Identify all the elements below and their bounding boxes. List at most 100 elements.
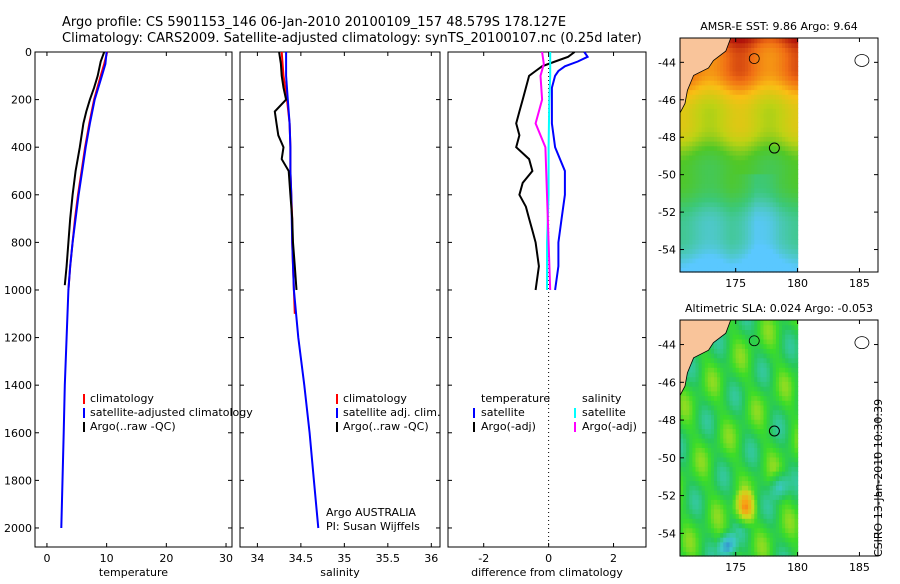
map-0-cell — [704, 126, 709, 133]
map-1-cell — [689, 438, 693, 444]
map-1-cell — [701, 480, 706, 486]
map-0-cell — [707, 206, 712, 212]
map-0-cell — [692, 173, 697, 179]
map-0-cell — [707, 112, 712, 119]
map-0-cell — [772, 42, 777, 48]
map-1-cell — [782, 343, 786, 349]
map-0-cell — [741, 192, 746, 198]
map-0-cell — [782, 239, 786, 245]
map-0-cell — [692, 220, 697, 226]
map-1-cell — [745, 376, 749, 382]
map-0-cell — [785, 89, 789, 95]
map-0-cell — [735, 150, 740, 156]
map-1-cell — [772, 324, 777, 330]
map-1-cell — [748, 362, 752, 368]
map-1-cell — [692, 409, 697, 415]
map-0-cell — [745, 197, 749, 203]
map-1-cell — [748, 456, 752, 463]
map-0-cell — [751, 262, 755, 268]
map-1-cell — [791, 485, 796, 491]
map-1-cell — [788, 475, 792, 482]
map-1-cell — [772, 371, 777, 378]
map-0-cell — [751, 211, 755, 217]
map-1-cell — [769, 447, 774, 453]
map-0-cell — [745, 239, 749, 245]
map-1-cell — [714, 395, 718, 401]
map-1-cell — [732, 508, 737, 515]
map-0-cell — [794, 248, 799, 254]
map-0-cell — [710, 201, 715, 208]
map-1-cell — [689, 546, 693, 552]
map-1-cell — [745, 338, 749, 345]
map-0-cell — [726, 70, 731, 77]
map-1-cell — [738, 546, 743, 552]
map-1-cell — [788, 423, 792, 430]
map-0-cell — [766, 192, 771, 198]
map-1-cell — [754, 480, 758, 486]
map-1-cell — [732, 523, 737, 529]
map-1-cell — [788, 338, 792, 345]
map-1-cell — [763, 433, 768, 439]
map-0-cell — [707, 258, 712, 264]
map-0-cell — [732, 42, 737, 48]
map-0-cell — [754, 66, 758, 72]
map-1-cell — [769, 353, 774, 359]
map-1-cell — [782, 475, 786, 482]
map-0-cell — [701, 201, 706, 208]
map-0-cell — [766, 164, 771, 170]
map-1-cell — [714, 452, 718, 458]
map-1-cell — [692, 447, 697, 453]
map-0-cell — [723, 169, 727, 175]
map-1-cell — [791, 343, 796, 349]
map-1-cell — [726, 367, 731, 373]
map-0-cell — [735, 112, 740, 119]
map-0-cell — [686, 229, 690, 236]
map-0-cell — [692, 159, 697, 165]
map-1-cell — [701, 362, 706, 368]
map-1-cell — [779, 405, 783, 411]
map-1-cell — [741, 405, 746, 411]
map-0-cell — [710, 215, 715, 222]
map-0-cell — [775, 38, 780, 44]
map-1-cell — [686, 499, 690, 505]
temperature-ytick-label: 1200 — [4, 332, 32, 345]
map-1-cell — [738, 523, 743, 529]
map-1-cell — [782, 541, 786, 548]
map-1-cell — [772, 513, 777, 519]
map-0-cell — [683, 220, 687, 226]
map-0-cell — [701, 84, 706, 91]
map-0-cell — [717, 164, 721, 170]
map-1-cell — [723, 480, 727, 486]
map-1-cell — [735, 371, 740, 378]
map-1-cell — [788, 518, 792, 524]
map-0-cell — [748, 197, 752, 203]
map-0-cell — [726, 56, 731, 62]
map-1-cell — [745, 480, 749, 486]
map-1-cell — [754, 433, 758, 439]
map-1-cell — [741, 348, 746, 354]
map-1-cell — [785, 381, 789, 387]
map-1-cell — [726, 353, 731, 359]
map-0-cell — [698, 122, 703, 128]
map-0-cell — [680, 253, 684, 259]
map-0-cell — [692, 201, 697, 208]
map-0-cell — [779, 187, 783, 194]
map-1-cell — [794, 518, 799, 524]
map-0-cell — [692, 117, 697, 123]
map-0-cell — [738, 225, 743, 231]
map-1-cell — [766, 551, 771, 557]
map-0-cell — [707, 211, 712, 217]
map-1-cell — [695, 480, 700, 486]
map-0-cell — [689, 258, 693, 264]
map-0-cell — [779, 42, 783, 48]
map-0-cell — [689, 159, 693, 165]
map-0-cell — [695, 173, 700, 179]
map-1-cell — [683, 551, 687, 557]
map-0-cell — [745, 84, 749, 91]
map-0-cell — [723, 117, 727, 123]
map-0-cell — [710, 183, 715, 189]
map-0-cell — [741, 155, 746, 161]
map-0-cell — [714, 108, 718, 114]
map-1-cell — [738, 504, 743, 510]
